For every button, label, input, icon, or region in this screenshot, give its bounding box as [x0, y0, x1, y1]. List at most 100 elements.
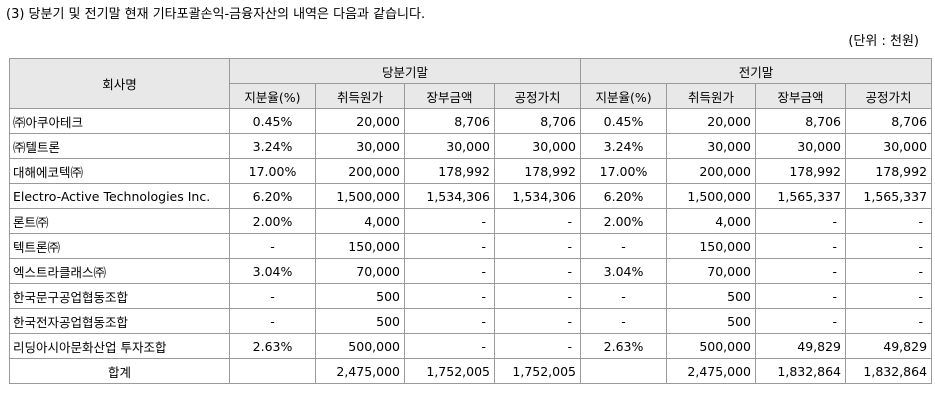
value-cell: -: [404, 258, 495, 284]
value-cell: -: [493, 333, 582, 359]
header-row-columns: 지분율(%) 취득원가 장부금액 공정가치 지분율(%) 취득원가 장부금액 공…: [10, 83, 933, 109]
value-cell: 500: [666, 308, 757, 334]
value-cell: -: [493, 233, 582, 259]
value-cell: 150,000: [666, 233, 757, 259]
header-col: 장부금액: [404, 83, 495, 109]
value-cell: 8,706: [404, 108, 495, 134]
value-cell: -: [404, 283, 495, 309]
value-cell: 150,000: [315, 233, 405, 259]
company-name-cell: 대해에코텍㈜: [9, 158, 230, 184]
total-row: 합계 2,475,000 1,752,005 1,752,005 2,475,0…: [9, 358, 933, 384]
table-row: 텍트론㈜ -150,000- - -150,000- -: [9, 233, 933, 259]
header-prior-period: 전기말: [580, 58, 933, 84]
value-cell: -: [493, 208, 582, 234]
header-company: 회사명: [9, 58, 230, 109]
value-cell: -: [845, 308, 933, 334]
value-cell: -: [755, 258, 847, 284]
table-row: 엑스트라클래스㈜ 3.04% 70,000- -3.04% 70,000- -: [9, 258, 933, 284]
value-cell: 1,565,337: [845, 183, 933, 209]
value-cell: 2.00%: [229, 208, 316, 234]
value-cell: 49,829: [755, 333, 847, 359]
value-cell: 1,500,000: [315, 183, 405, 209]
value-cell: -: [404, 333, 495, 359]
value-cell: 500: [315, 308, 405, 334]
value-cell: -: [845, 208, 933, 234]
header-col: 공정가치: [493, 83, 582, 109]
value-cell: -: [229, 283, 316, 309]
value-cell: -: [755, 283, 847, 309]
value-cell: -: [580, 308, 668, 334]
value-cell: 500: [666, 283, 757, 309]
value-cell: 500,000: [315, 333, 405, 359]
total-cell: [229, 358, 316, 384]
value-cell: 70,000: [666, 258, 757, 284]
company-name-cell: ㈜텔트론: [9, 133, 230, 159]
company-name-cell: 론트㈜: [9, 208, 230, 234]
table-row: 론트㈜ 2.00% 4,000- -2.00% 4,000- -: [9, 208, 933, 234]
value-cell: 178,992: [845, 158, 933, 184]
financial-assets-table: 회사명 당분기말 전기말 지분율(%) 취득원가 장부금액 공정가치 지분율(%…: [9, 58, 933, 384]
value-cell: 30,000: [845, 133, 933, 159]
value-cell: -: [229, 233, 316, 259]
company-name-cell: ㈜아쿠아테크: [9, 108, 230, 134]
total-cell: 2,475,000: [315, 358, 405, 384]
value-cell: 178,992: [755, 158, 847, 184]
section-title: (3) 당분기 및 전기말 현재 기타포괄손익-금융자산의 내역은 다음과 같습…: [6, 7, 426, 22]
header-col: 공정가치: [845, 83, 933, 109]
value-cell: 178,992: [493, 158, 582, 184]
company-name-cell: 리딩아시아문화산업 투자조합: [9, 333, 230, 359]
value-cell: 200,000: [666, 158, 757, 184]
value-cell: 0.45%: [580, 108, 668, 134]
value-cell: -: [404, 308, 495, 334]
table-row: ㈜아쿠아테크 0.45% 20,000 8,706 8,706 0.45% 20,000 8,…: [9, 108, 933, 134]
value-cell: 3.24%: [229, 133, 316, 159]
value-cell: -: [493, 308, 582, 334]
header-col: 취득원가: [666, 83, 757, 109]
value-cell: 17.00%: [229, 158, 316, 184]
header-current-period: 당분기말: [228, 58, 582, 84]
company-name-cell: 한국문구공업협동조합: [9, 283, 230, 309]
table-row: 대해에코텍㈜ 17.00% 200,000 178,992 178,992 17.00% 2…: [9, 158, 933, 184]
value-cell: 1,500,000: [666, 183, 757, 209]
table-row: ㈜텔트론 3.24% 30,000 30,000 30,000 3.24% 30,000 30…: [9, 133, 933, 159]
value-cell: -: [580, 283, 668, 309]
company-name-cell: Electro-Active Technologies Inc.: [9, 183, 230, 209]
total-cell: 1,832,864: [755, 358, 847, 384]
value-cell: -: [580, 233, 668, 259]
value-cell: -: [493, 258, 582, 284]
value-cell: -: [404, 233, 495, 259]
value-cell: 3.04%: [580, 258, 668, 284]
value-cell: 70,000: [315, 258, 405, 284]
value-cell: -: [755, 233, 847, 259]
value-cell: 6.20%: [580, 183, 668, 209]
value-cell: 6.20%: [229, 183, 316, 209]
header-col: 취득원가: [315, 83, 405, 109]
header-col: 지분율(%): [580, 83, 668, 109]
value-cell: 49,829: [845, 333, 933, 359]
value-cell: -: [229, 308, 316, 334]
value-cell: 2.00%: [580, 208, 668, 234]
header-col: 지분율(%): [229, 83, 316, 109]
value-cell: 1,565,337: [755, 183, 847, 209]
total-cell: [580, 358, 668, 384]
value-cell: 4,000: [666, 208, 757, 234]
unit-label: (단위 : 천원): [848, 34, 919, 49]
header-row-groups: 회사명 당분기말 전기말: [9, 58, 933, 109]
value-cell: 20,000: [315, 108, 405, 134]
value-cell: -: [755, 308, 847, 334]
value-cell: 20,000: [666, 108, 757, 134]
value-cell: 8,706: [493, 108, 582, 134]
value-cell: 30,000: [493, 133, 582, 159]
value-cell: 3.04%: [229, 258, 316, 284]
company-name-cell: 엑스트라클래스㈜: [9, 258, 230, 284]
total-cell: 1,752,005: [493, 358, 582, 384]
value-cell: 200,000: [315, 158, 405, 184]
value-cell: -: [755, 208, 847, 234]
value-cell: 2.63%: [580, 333, 668, 359]
value-cell: 1,534,306: [493, 183, 582, 209]
total-cell: 1,752,005: [404, 358, 495, 384]
value-cell: -: [404, 208, 495, 234]
company-name-cell: 텍트론㈜: [9, 233, 230, 259]
value-cell: 0.45%: [229, 108, 316, 134]
value-cell: 1,534,306: [404, 183, 495, 209]
